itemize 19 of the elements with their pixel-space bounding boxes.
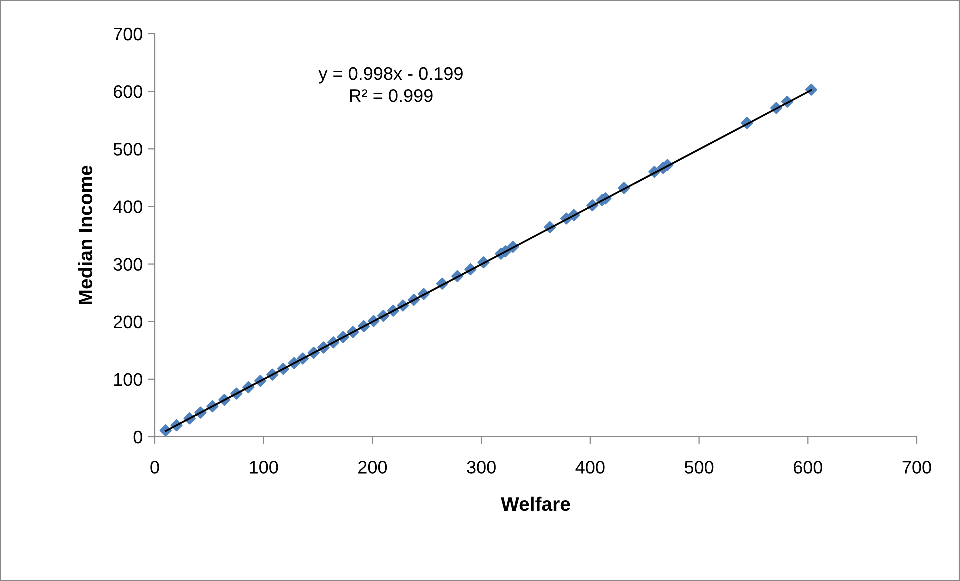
x-tick-label: 400 — [576, 461, 605, 474]
y-tick-label: 600 — [114, 86, 142, 98]
x-tick-label: 0 — [150, 461, 160, 474]
y-tick-label: 0 — [134, 430, 142, 444]
x-tick-label: 500 — [684, 461, 714, 474]
y-tick-label: 100 — [114, 373, 142, 386]
y-tick-label: 300 — [114, 258, 142, 272]
x-tick-label: 600 — [794, 461, 822, 474]
annotation: y = 0.998x - 0.199 R² = 0.999 — [318, 67, 463, 102]
y-tick-label: 400 — [113, 200, 142, 214]
x-axis-title: Welfare — [501, 496, 570, 512]
x-tick-label: 200 — [358, 461, 388, 474]
x-tick-label: 300 — [467, 461, 496, 474]
y-axis-title: Median Income — [78, 166, 93, 304]
y-tick-label: 200 — [114, 316, 142, 329]
y-tick-label: 500 — [114, 143, 142, 156]
x-tick-label: 100 — [250, 461, 278, 474]
y-tick-label: 700 — [114, 28, 142, 41]
x-tick-label: 700 — [902, 461, 932, 474]
